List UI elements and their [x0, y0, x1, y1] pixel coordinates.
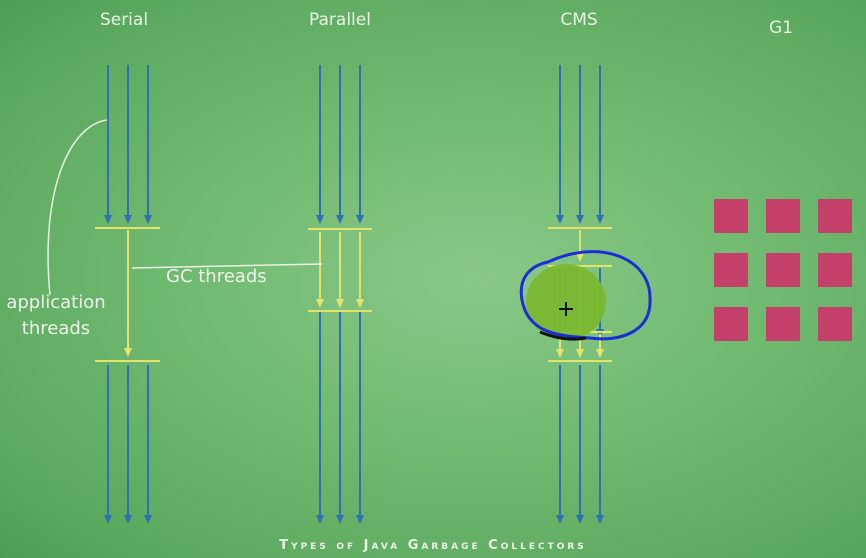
- gc-threads-label: GC threads: [166, 266, 267, 287]
- application-threads-connector: [47, 119, 108, 296]
- parallel-app-thread-bottom-head: [316, 515, 324, 524]
- parallel-title: Parallel: [309, 10, 371, 30]
- serial-app-thread-top-head: [144, 215, 152, 224]
- parallel-app-thread-bottom-head: [356, 515, 364, 524]
- gc-threads-connector: [131, 263, 323, 269]
- serial-app-thread-top-head: [124, 215, 132, 224]
- g1-title: G1: [769, 18, 793, 38]
- parallel-gc-thread-head: [356, 299, 364, 308]
- crosshair-icon: [559, 302, 573, 316]
- annotation-underline: [539, 330, 587, 341]
- g1-region: [714, 253, 748, 287]
- cms-remark-thread-head: [576, 349, 584, 358]
- parallel-app-thread-top-head: [356, 215, 364, 224]
- serial-gc-thread-head: [124, 348, 132, 357]
- parallel-app-thread-bottom-head: [336, 515, 344, 524]
- g1-region: [766, 307, 800, 341]
- g1-region: [818, 307, 852, 341]
- application-threads-label-line2: threads: [21, 318, 91, 339]
- diagram-caption: Types of Java Garbage Collectors: [279, 538, 587, 553]
- application-threads-label: application threads: [0, 290, 118, 342]
- parallel-app-thread-top-head: [336, 215, 344, 224]
- cms-app-thread-top-head: [556, 215, 564, 224]
- cms-remark-thread-head: [556, 349, 564, 358]
- parallel-gc-thread-head: [336, 299, 344, 308]
- serial-title: Serial: [99, 10, 149, 30]
- annotation-circle: [519, 250, 652, 341]
- g1-region: [766, 199, 800, 233]
- cms-title: CMS: [560, 10, 598, 30]
- cms-app-thread-bottom-head: [556, 515, 564, 524]
- g1-region: [818, 199, 852, 233]
- application-threads-label-line1: application: [6, 292, 106, 313]
- cms-app-thread-top-head: [596, 215, 604, 224]
- cms-initial-mark-thread-head: [576, 253, 584, 262]
- g1-region: [714, 199, 748, 233]
- parallel-app-thread-top-head: [316, 215, 324, 224]
- g1-region: [766, 253, 800, 287]
- serial-app-thread-top-head: [104, 215, 112, 224]
- g1-region: [714, 307, 748, 341]
- g1-region: [818, 253, 852, 287]
- cms-app-thread-bottom-head: [596, 515, 604, 524]
- parallel-gc-thread-head: [316, 299, 324, 308]
- cms-app-thread-top-head: [576, 215, 584, 224]
- serial-app-thread-bottom-head: [144, 515, 152, 524]
- serial-app-thread-bottom-head: [104, 515, 112, 524]
- cms-app-thread-bottom-head: [576, 515, 584, 524]
- cms-remark-thread-head: [596, 349, 604, 358]
- serial-app-thread-bottom-head: [124, 515, 132, 524]
